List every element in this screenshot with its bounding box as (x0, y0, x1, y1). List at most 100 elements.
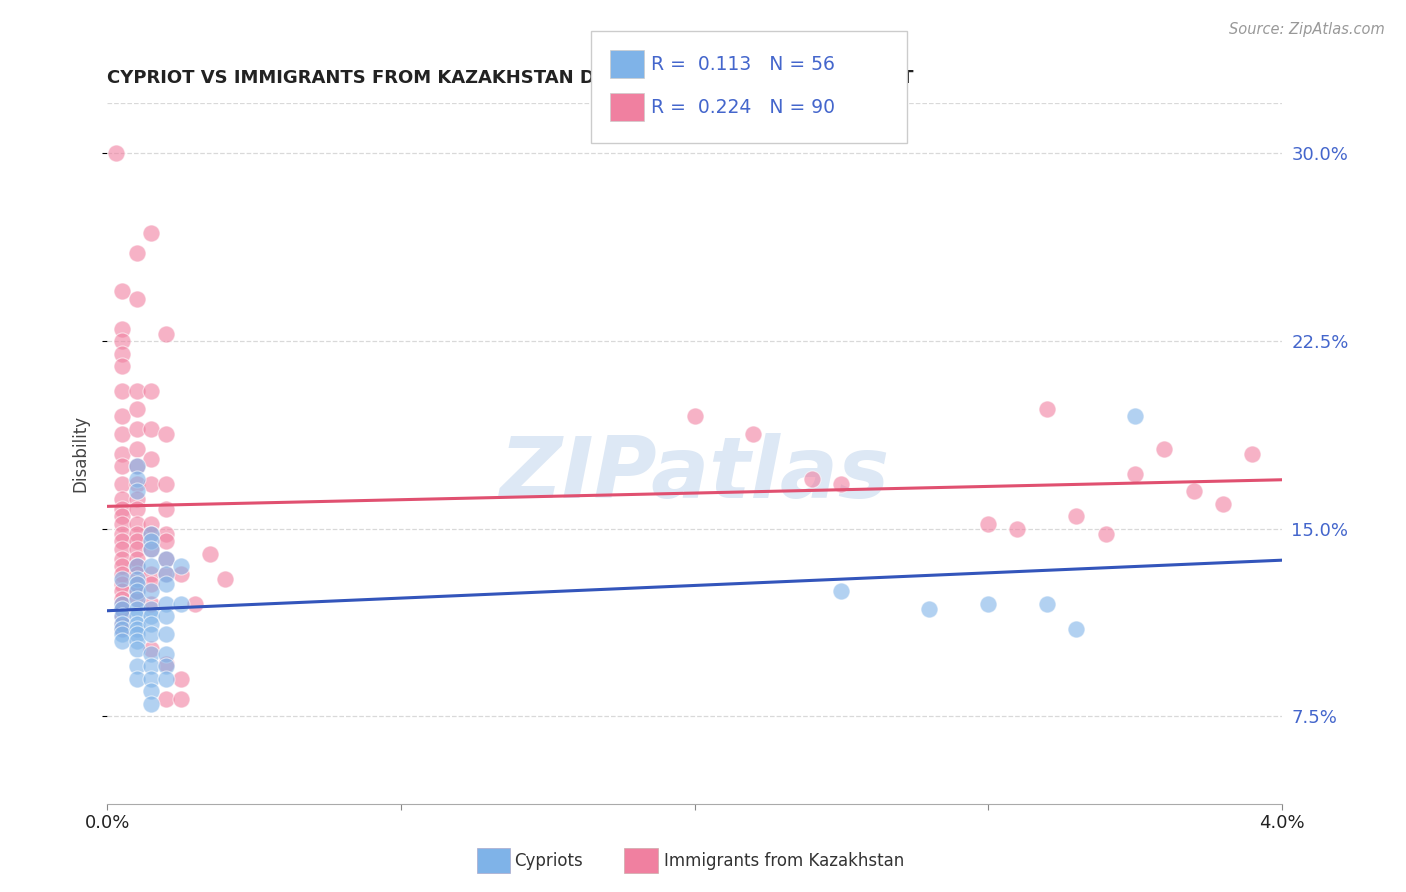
Point (125, 534, 148, 549)
Point (125, 559, 148, 574)
Point (111, 509, 134, 524)
Point (155, 551, 177, 566)
Point (111, 447, 134, 461)
Point (155, 576, 177, 591)
Point (141, 559, 163, 574)
Point (111, 501, 134, 516)
Point (111, 627, 134, 641)
Point (111, 559, 134, 574)
Point (141, 597, 163, 611)
Point (111, 622, 134, 636)
Point (125, 422, 148, 436)
Point (111, 591, 134, 606)
Point (111, 551, 134, 566)
Point (141, 672, 163, 686)
Point (170, 597, 193, 611)
Point (111, 602, 134, 616)
Point (125, 246, 148, 260)
Point (1123, 467, 1146, 481)
Point (141, 516, 163, 531)
Point (125, 609, 148, 624)
Point (830, 476, 852, 491)
Point (155, 476, 177, 491)
Point (1007, 522, 1029, 536)
Point (125, 292, 148, 306)
Point (683, 409, 706, 424)
Point (155, 627, 177, 641)
Text: R =  0.224   N = 90: R = 0.224 N = 90 (651, 97, 835, 117)
Point (1241, 447, 1264, 461)
Text: R =  0.113   N = 56: R = 0.113 N = 56 (651, 54, 835, 74)
Point (125, 659, 148, 673)
Point (125, 572, 148, 586)
Point (155, 526, 177, 541)
Point (198, 547, 221, 561)
Point (1123, 409, 1146, 424)
Text: Source: ZipAtlas.com: Source: ZipAtlas.com (1229, 22, 1385, 37)
Point (125, 501, 148, 516)
Point (141, 476, 163, 491)
Point (111, 409, 134, 424)
Point (125, 551, 148, 566)
Point (141, 526, 163, 541)
Point (141, 684, 163, 698)
Point (111, 541, 134, 556)
Point (111, 634, 134, 648)
Point (918, 602, 941, 616)
Point (125, 576, 148, 591)
Point (170, 692, 193, 706)
Point (977, 597, 1000, 611)
Point (125, 472, 148, 486)
Point (141, 584, 163, 599)
Point (141, 534, 163, 549)
Point (141, 422, 163, 436)
Point (155, 647, 177, 661)
Point (125, 459, 148, 474)
Point (111, 572, 134, 586)
Point (111, 359, 134, 373)
Point (125, 584, 148, 599)
Point (111, 491, 134, 506)
Point (155, 597, 177, 611)
Point (1094, 526, 1116, 541)
Point (125, 491, 148, 506)
Point (125, 672, 148, 686)
Point (170, 672, 193, 686)
Point (125, 476, 148, 491)
Point (214, 572, 236, 586)
Point (742, 426, 765, 441)
Point (111, 384, 134, 398)
Point (141, 602, 163, 616)
Point (155, 657, 177, 671)
Point (111, 476, 134, 491)
Point (155, 326, 177, 341)
Point (155, 566, 177, 581)
Point (125, 559, 148, 574)
Point (111, 459, 134, 474)
Point (141, 227, 163, 241)
Point (141, 566, 163, 581)
Point (141, 541, 163, 556)
Point (155, 659, 177, 673)
Point (155, 672, 177, 686)
Point (170, 559, 193, 574)
Point (141, 659, 163, 673)
Point (170, 566, 193, 581)
Point (125, 576, 148, 591)
Point (141, 576, 163, 591)
Point (125, 566, 148, 581)
Point (125, 616, 148, 631)
Point (155, 534, 177, 549)
Point (125, 384, 148, 398)
Point (141, 384, 163, 398)
Point (1036, 597, 1059, 611)
Point (155, 692, 177, 706)
Point (111, 426, 134, 441)
Point (111, 609, 134, 624)
Point (125, 401, 148, 416)
Point (141, 697, 163, 711)
Point (155, 566, 177, 581)
Point (111, 609, 134, 624)
Point (125, 627, 148, 641)
Point (111, 622, 134, 636)
